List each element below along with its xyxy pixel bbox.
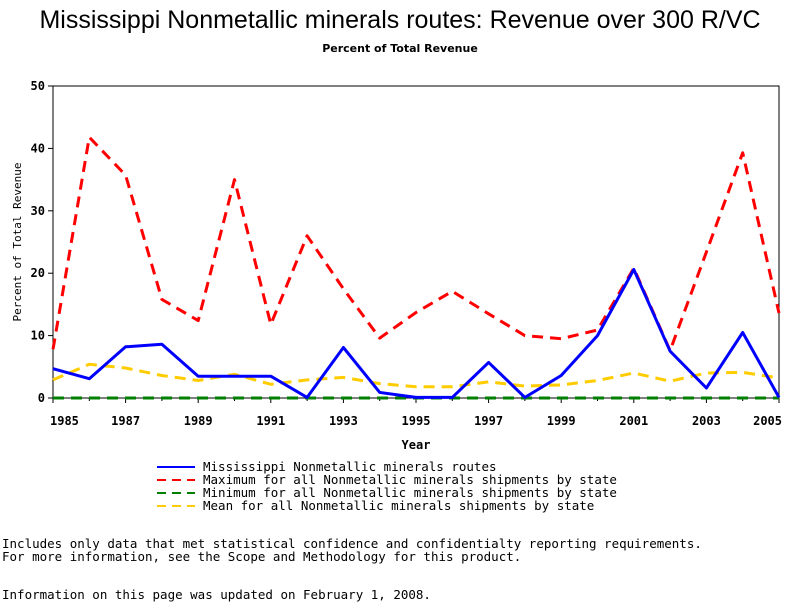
x-tick-label: 1987 <box>111 414 140 428</box>
y-axis: 0 10 20 30 40 50 <box>31 79 53 405</box>
x-axis-label: Year <box>402 438 431 452</box>
x-tick-label: 1985 <box>50 414 79 428</box>
x-tick-label: 1999 <box>547 414 576 428</box>
y-axis-label: Percent of Total Revenue <box>11 163 24 322</box>
x-tick-label: 1991 <box>256 414 285 428</box>
footnote-updated: Information on this page was updated on … <box>2 587 431 602</box>
x-tick-label: 1997 <box>474 414 503 428</box>
x-tick-label: 2005 <box>753 414 782 428</box>
series-lines <box>51 135 781 400</box>
footnote-confidence: Includes only data that met statistical … <box>2 536 702 551</box>
y-tick-label: 0 <box>38 391 45 405</box>
legend-label-3: Mean for all Nonmetallic minerals shipme… <box>203 498 594 513</box>
series-line-3 <box>52 362 780 389</box>
y-tick-label: 10 <box>31 329 45 343</box>
x-tick-label: 1993 <box>329 414 358 428</box>
chart-subtitle: Percent of Total Revenue <box>322 42 478 55</box>
footnote-methodology: For more information, see the Scope and … <box>2 549 522 564</box>
legend-label-0: Mississippi Nonmetallic minerals routes <box>203 459 497 474</box>
legend-label-1: Maximum for all Nonmetallic minerals shi… <box>203 472 617 487</box>
y-tick-label: 20 <box>31 266 45 280</box>
y-tick-label: 30 <box>31 204 45 218</box>
y-tick-label: 40 <box>31 141 45 155</box>
y-tick-label: 50 <box>31 79 45 93</box>
x-axis: 1985 1987 1989 1991 1993 1995 1997 1999 2001 2003… <box>50 398 782 428</box>
x-tick-label: 1989 <box>184 414 213 428</box>
x-tick-label: 2003 <box>692 414 721 428</box>
x-tick-label: 2001 <box>619 414 648 428</box>
legend-label-2: Minimum for all Nonmetallic minerals shi… <box>203 485 617 500</box>
chart-title: Mississippi Nonmetallic minerals routes:… <box>39 6 761 34</box>
series-line-0 <box>52 268 781 399</box>
series-line-1 <box>51 135 781 353</box>
x-tick-label: 1995 <box>402 414 431 428</box>
legend: Mississippi Nonmetallic minerals routesM… <box>157 459 617 513</box>
